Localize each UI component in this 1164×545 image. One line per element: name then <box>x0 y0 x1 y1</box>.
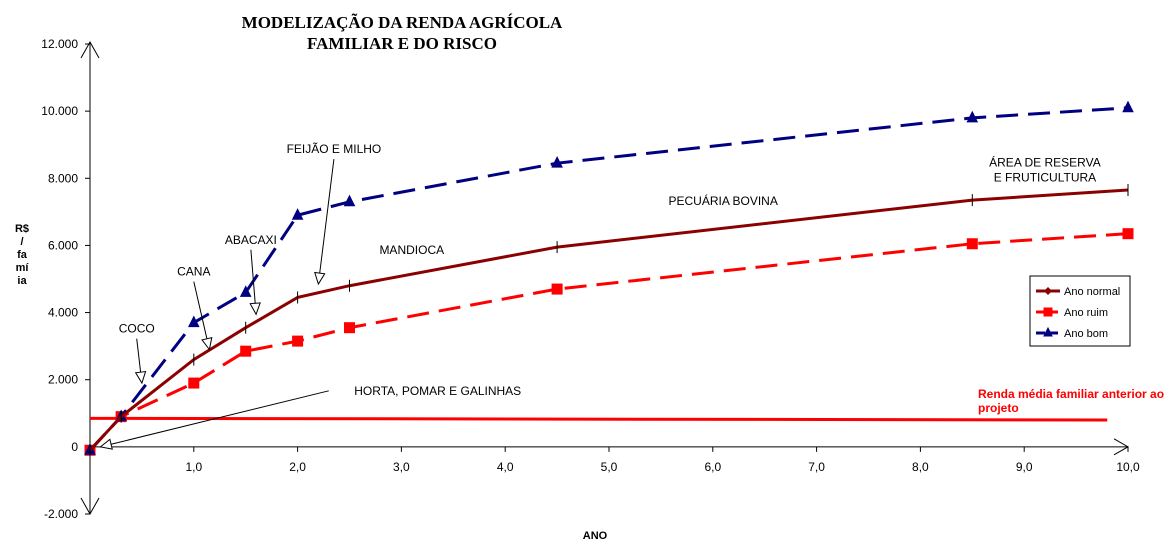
data-point <box>551 156 563 168</box>
y-tick-label: 2.000 <box>48 373 78 387</box>
annotation-label: FEIJÃO E MILHO <box>287 142 382 156</box>
y-tick-label: 10.000 <box>41 104 78 118</box>
annotation-label: ÁREA DE RESERVA <box>989 155 1101 170</box>
annotation-label: ABACAXI <box>225 233 277 247</box>
y-tick-label: 6.000 <box>48 238 78 252</box>
axes: -2.000 0 2.000 4.000 6.000 8.000 10.000 12.000 1… <box>15 37 1140 542</box>
legend-label: Ano ruim <box>1064 307 1108 319</box>
y-axis-label-line: mí <box>16 262 30 274</box>
series-ano-bom <box>84 100 1134 455</box>
annotation-arrow-head <box>314 271 326 286</box>
chart-title-line: MODELIZAÇÃO DA RENDA AGRÍCOLA <box>242 13 563 32</box>
chart-title-line: FAMILIAR E DO RISCO <box>307 34 497 53</box>
x-tick-label: 7,0 <box>808 460 825 474</box>
x-axis-label: ANO <box>583 530 608 542</box>
data-point <box>551 283 563 295</box>
x-tick-label: 5,0 <box>601 460 618 474</box>
x-tick-label: 2,0 <box>289 460 306 474</box>
annotation-arrow-line <box>250 249 256 304</box>
annotation-label: E FRUTICULTURA <box>994 171 1096 185</box>
annotation-label: COCO <box>119 322 155 336</box>
data-point <box>1043 307 1053 317</box>
x-tick-label: 1,0 <box>185 460 202 474</box>
data-point <box>187 315 200 328</box>
legend: Ano normal Ano ruim Ano bom <box>1029 275 1131 347</box>
x-tick-label: 8,0 <box>912 460 929 474</box>
annotation-arrow-head <box>99 438 113 450</box>
x-tick-label: 6,0 <box>704 460 721 474</box>
reference-line-label-cont: projeto <box>978 401 1019 415</box>
annotation-arrow-line <box>110 390 329 445</box>
annotation-arrow-head <box>249 302 261 316</box>
annotation-arrow-line <box>193 281 208 339</box>
data-point <box>343 194 356 207</box>
x-tick-label: 4,0 <box>497 460 514 474</box>
y-axis-label-line: ia <box>17 275 27 287</box>
legend-marker <box>1044 287 1052 295</box>
annotation-label: HORTA, POMAR E GALINHAS <box>354 384 521 398</box>
legend-label: Ano normal <box>1064 286 1120 298</box>
data-point <box>240 345 252 357</box>
data-point <box>1122 100 1134 113</box>
annotation-label: CANA <box>177 265 210 279</box>
data-point <box>291 208 304 220</box>
reference-line-label: Renda média familiar anterior ao <box>978 387 1164 401</box>
x-tick-label: 9,0 <box>1016 460 1033 474</box>
annotations: COCO CANA ABACAXI FEIJÃO E MILHO HORTA, POMA… <box>99 142 1101 450</box>
y-tick-label: 12.000 <box>41 37 78 51</box>
series-group <box>84 100 1134 457</box>
series-line <box>88 106 1129 452</box>
annotation-arrow-head <box>134 370 147 385</box>
y-tick-label: 0 <box>71 440 78 454</box>
chart-title: MODELIZAÇÃO DA RENDA AGRÍCOLA FAMILIAR E … <box>242 13 563 53</box>
reference-line <box>89 416 1108 422</box>
y-axis-label-line: / <box>20 236 23 248</box>
data-point <box>966 110 979 123</box>
annotation-label: PECUÁRIA BOVINA <box>668 193 777 208</box>
y-axis-label-line: R$ <box>15 223 29 235</box>
data-point <box>1043 326 1053 337</box>
y-tick-label: 8.000 <box>48 171 78 185</box>
y-axis-label-line: fa <box>17 249 28 261</box>
annotation-label: MANDIOCA <box>379 243 444 257</box>
data-point <box>188 377 200 389</box>
y-tick-label: -2.000 <box>44 507 78 521</box>
data-point <box>239 285 252 297</box>
legend-label: Ano bom <box>1064 328 1108 340</box>
data-point <box>292 335 304 347</box>
data-point <box>966 238 978 250</box>
series-ano-normal <box>88 184 1129 457</box>
x-tick-label: 3,0 <box>393 460 410 474</box>
y-axis-arrow-top <box>80 40 100 59</box>
x-tick-label: 10,0 <box>1116 460 1140 474</box>
annotation-arrow-line <box>136 338 142 373</box>
y-tick-label: 4.000 <box>48 306 78 320</box>
data-point <box>344 322 355 334</box>
annotation-arrow-head <box>201 336 213 351</box>
data-point <box>1122 228 1134 240</box>
annotation-arrow-line <box>319 159 335 274</box>
